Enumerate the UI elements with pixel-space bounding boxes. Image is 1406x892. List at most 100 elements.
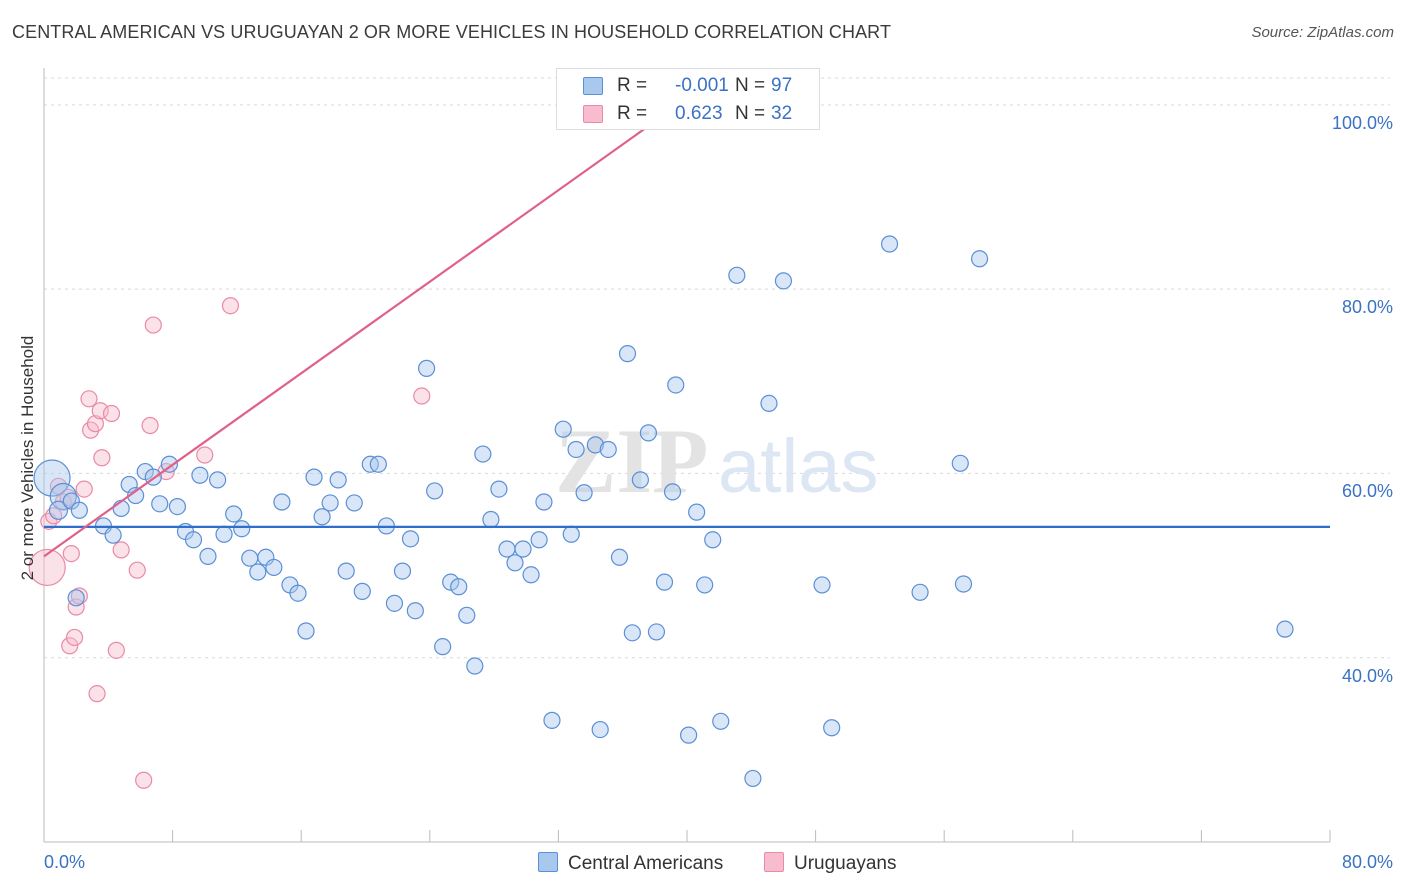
legend-swatch-blue (583, 77, 603, 95)
central-american-point (704, 531, 722, 549)
central-american-point (631, 471, 649, 489)
uruguayan-point (128, 561, 146, 579)
central-american-point (562, 525, 580, 543)
central-american-point (506, 554, 524, 572)
y-tick-label: 60.0% (1341, 481, 1393, 502)
legend-n-label: N = (735, 75, 766, 96)
uruguayan-point (102, 404, 121, 423)
central-american-point (33, 459, 71, 497)
central-american-point (535, 493, 553, 511)
central-american-point (688, 503, 706, 521)
uruguayan-point (91, 402, 109, 420)
uruguayan-point (67, 598, 85, 616)
central-americans-points (33, 235, 1294, 788)
central-american-point (401, 530, 420, 548)
central-american-point (329, 471, 347, 489)
central-american-point (514, 540, 532, 558)
central-american-point (760, 394, 778, 412)
central-american-point (233, 520, 251, 538)
central-american-point (744, 769, 762, 788)
central-american-point (655, 573, 674, 591)
central-american-point (663, 483, 682, 501)
central-american-point (369, 455, 387, 473)
central-american-point (970, 250, 989, 268)
x-tick-label-max: 80.0% (1341, 852, 1393, 872)
central-american-point (49, 482, 77, 511)
central-american-point (567, 440, 585, 459)
legend-n-label: N = (735, 103, 766, 124)
uruguayan-point (107, 641, 125, 659)
central-american-point (951, 454, 969, 472)
legend-r-label: R = (617, 75, 648, 96)
central-american-point (667, 376, 685, 394)
central-american-point (482, 510, 500, 529)
bottom-legend-uruguayans[interactable]: Uruguayans (764, 852, 896, 875)
central-american-point (313, 508, 331, 526)
uruguayan-point (88, 685, 106, 703)
gridlines (44, 77, 1390, 659)
bottom-legend-central-americans[interactable]: Central Americans (538, 852, 723, 875)
legend-r-value: 0.623 (675, 103, 723, 124)
central-american-point (209, 471, 227, 489)
uruguayan-point (80, 390, 98, 408)
central-american-point (680, 726, 698, 744)
central-american-point (215, 525, 233, 543)
uruguayan-point (196, 446, 214, 464)
uruguayan-point (28, 548, 66, 587)
uruguayan-point (135, 771, 153, 789)
central-american-point (305, 468, 323, 486)
central-american-point (168, 498, 187, 516)
uruguayan-point (93, 449, 111, 467)
central-american-point (474, 445, 492, 463)
svg-text:ZIP: ZIP (555, 410, 708, 512)
central-american-point (426, 482, 444, 500)
uruguayans-trend-line (43, 96, 690, 558)
svg-text:atlas: atlas (718, 424, 879, 509)
central-american-point (623, 624, 641, 642)
central-american-point (530, 531, 548, 549)
uruguayan-point (221, 297, 240, 315)
central-american-point (599, 440, 617, 459)
central-american-point (297, 622, 315, 640)
central-american-point (586, 436, 604, 454)
central-american-point (522, 566, 540, 584)
central-american-point (273, 493, 291, 511)
central-american-point (954, 575, 973, 593)
y-tick-label: 100.0% (1331, 112, 1393, 133)
central-american-point (696, 576, 714, 594)
legend-n-value: 97 (771, 75, 793, 96)
chart-title: CENTRAL AMERICAN VS URUGUAYAN 2 OR MORE … (12, 22, 892, 42)
central-american-point (48, 500, 69, 520)
central-american-point (406, 602, 424, 620)
uruguayan-point (86, 415, 105, 433)
y-tick-label: 80.0% (1341, 297, 1393, 318)
uruguayan-point (112, 541, 130, 559)
central-american-point (466, 657, 484, 675)
central-american-point (618, 345, 637, 363)
legend-swatch-blue (538, 852, 558, 872)
legend-label: Uruguayans (794, 853, 897, 874)
central-american-point (249, 563, 267, 581)
central-american-point (813, 576, 831, 594)
legend-label: Central Americans (568, 853, 724, 874)
central-american-point (1276, 620, 1294, 638)
central-american-point (265, 558, 283, 577)
central-american-point (458, 606, 476, 624)
legend-n-value: 32 (771, 103, 793, 124)
central-american-point (160, 455, 178, 473)
central-american-point (104, 526, 122, 544)
central-american-point (554, 420, 572, 438)
chart-source: Source: ZipAtlas.com (1251, 24, 1394, 41)
central-american-point (490, 480, 508, 498)
y-tick-label: 40.0% (1341, 665, 1393, 686)
legend-swatch-pink (583, 105, 603, 123)
central-american-point (434, 638, 452, 656)
central-american-point (728, 266, 746, 284)
central-american-point (442, 573, 460, 591)
uruguayan-point (75, 480, 93, 498)
central-american-point (639, 424, 658, 442)
central-american-point (353, 582, 371, 600)
watermark-zipatlas: ZIP atlas (555, 410, 879, 512)
central-american-point (911, 583, 929, 601)
